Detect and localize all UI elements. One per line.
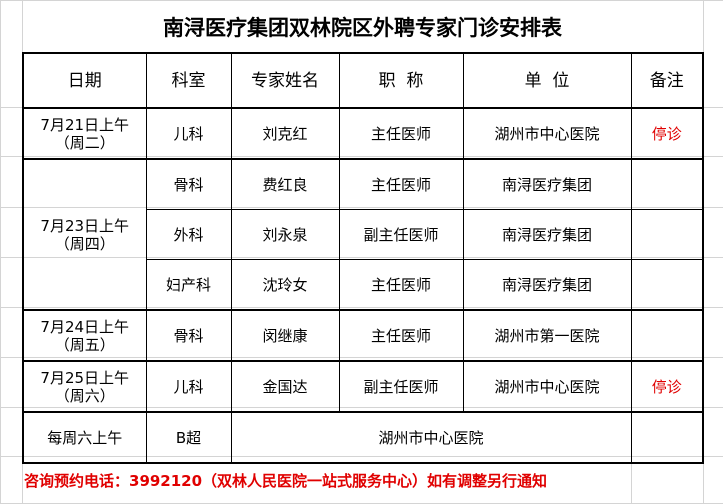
unit-cell: 湖州市中心医院 xyxy=(462,107,632,160)
name-cell: 闵继康 xyxy=(230,309,340,362)
unit-cell: 湖州市中心医院 xyxy=(230,411,632,464)
schedule-table: 日期 科室 专家姓名 职 称 单 位 备注 7月21日上午 （周二） 儿科 刘克红… xyxy=(22,52,704,464)
note-cell: 停诊 xyxy=(630,360,704,413)
note-cell xyxy=(630,309,704,362)
title-cell: 主任医师 xyxy=(338,259,464,311)
title-cell: 副主任医师 xyxy=(338,209,464,260)
title-cell: 主任医师 xyxy=(338,107,464,160)
table-row: 7月21日上午 （周二） 儿科 刘克红 主任医师 湖州市中心医院 停诊 xyxy=(22,107,704,160)
header-note: 备注 xyxy=(630,52,704,109)
date-cell: 7月21日上午 （周二） xyxy=(22,107,147,160)
table-row: 7月23日上午 （周四） 骨科 费红良 主任医师 南浔医疗集团 xyxy=(22,158,704,311)
dept-cell: 儿科 xyxy=(145,360,232,413)
name-cell: 刘永泉 xyxy=(230,209,340,260)
unit-cell: 南浔医疗集团 xyxy=(462,158,632,210)
name-cell: 沈玲女 xyxy=(230,259,340,311)
name-cell: 金国达 xyxy=(230,360,340,413)
gridline xyxy=(631,456,632,504)
title-cell: 副主任医师 xyxy=(338,360,464,413)
dept-cell: 外科 xyxy=(145,209,232,260)
note-cell xyxy=(630,411,704,464)
table-row: 每周六上午 B超 湖州市中心医院 xyxy=(22,411,704,464)
unit-cell: 湖州市中心医院 xyxy=(462,360,632,413)
dept-cell: 儿科 xyxy=(145,107,232,160)
date-cell: 每周六上午 xyxy=(22,411,147,464)
gridline xyxy=(0,0,723,1)
date-cell: 7月24日上午 （周五） xyxy=(22,309,147,362)
note-cell xyxy=(630,209,704,260)
note-cell xyxy=(630,259,704,311)
dept-cell: B超 xyxy=(145,411,232,464)
table-row: 妇产科 沈玲女 主任医师 南浔医疗集团 xyxy=(23,259,704,311)
date-cell: 7月23日上午 （周四） xyxy=(22,158,147,311)
unit-cell: 湖州市第一医院 xyxy=(462,309,632,362)
unit-cell: 南浔医疗集团 xyxy=(462,209,632,260)
unit-cell: 南浔医疗集团 xyxy=(462,259,632,311)
name-cell: 刘克红 xyxy=(230,107,340,160)
header-row: 日期 科室 专家姓名 职 称 单 位 备注 xyxy=(22,52,704,109)
dept-cell: 妇产科 xyxy=(145,259,232,311)
header-title: 职 称 xyxy=(338,52,464,109)
footer-notice: 咨询预约电话：3992120（双林人民医院一站式服务中心）如有调整另行通知 xyxy=(24,472,548,490)
note-cell: 停诊 xyxy=(630,107,704,160)
name-cell: 费红良 xyxy=(230,158,340,210)
gridline xyxy=(0,0,1,504)
date-cell: 7月25日上午 （周六） xyxy=(22,360,147,413)
header-name: 专家姓名 xyxy=(230,52,340,109)
table-row: 7月25日上午 （周六） 儿科 金国达 副主任医师 湖州市中心医院 停诊 xyxy=(22,360,704,413)
page-title: 南浔医疗集团双林院区外聘专家门诊安排表 xyxy=(163,16,562,40)
title-cell: 主任医师 xyxy=(338,309,464,362)
table-row: 外科 刘永泉 副主任医师 南浔医疗集团 xyxy=(23,209,704,260)
table-row: 7月24日上午 （周五） 骨科 闵继康 主任医师 湖州市第一医院 xyxy=(22,309,704,362)
header-dept: 科室 xyxy=(145,52,232,109)
title-cell: 主任医师 xyxy=(338,158,464,210)
header-unit: 单 位 xyxy=(462,52,632,109)
dept-cell: 骨科 xyxy=(145,158,232,210)
header-date: 日期 xyxy=(22,52,147,109)
note-cell xyxy=(630,158,704,210)
dept-cell: 骨科 xyxy=(145,309,232,362)
